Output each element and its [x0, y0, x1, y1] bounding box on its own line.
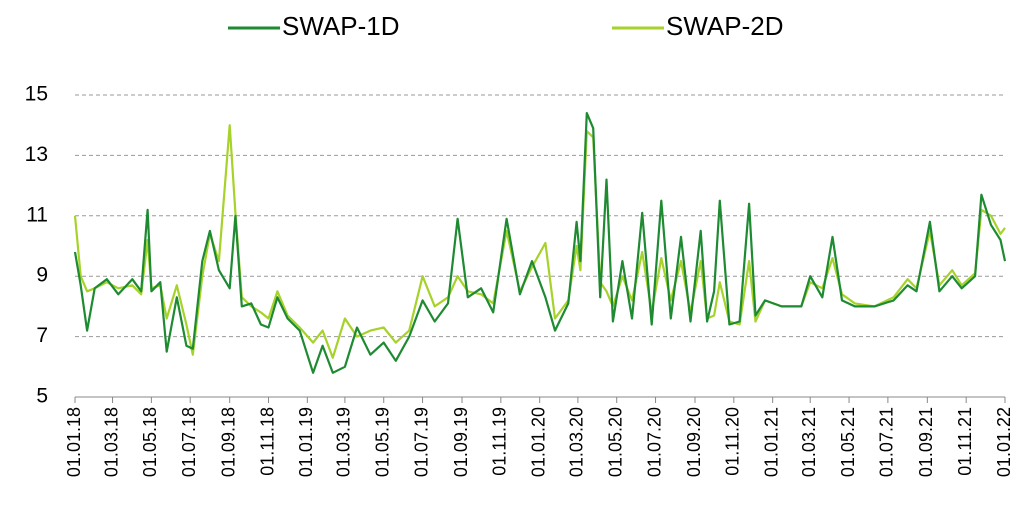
x-tick-label: 01.11.21 — [955, 407, 975, 476]
x-tick-label: 01.09.19 — [451, 407, 471, 477]
x-tick-label: 01.07.19 — [411, 407, 431, 477]
x-tick-label: 01.05.21 — [838, 407, 858, 477]
y-tick-label: 15 — [25, 83, 48, 106]
series-line — [73, 124, 1006, 359]
x-tick-label: 01.07.18 — [179, 407, 199, 477]
x-tick-label: 01.11.19 — [490, 407, 510, 476]
series-line — [73, 112, 1007, 374]
x-tick-label: 01.11.18 — [257, 407, 277, 476]
y-tick-label: 11 — [26, 203, 48, 226]
x-tick-label: 01.05.19 — [372, 407, 392, 477]
x-tick-label: 01.01.22 — [994, 407, 1014, 477]
x-tick-label: 01.07.20 — [644, 407, 664, 477]
x-tick-label: 01.05.18 — [140, 407, 160, 477]
x-tick-label: 01.01.21 — [761, 407, 781, 477]
legend-label: SWAP-2D — [666, 11, 784, 41]
y-tick-label: 13 — [25, 143, 48, 166]
x-tick-label: 01.03.20 — [567, 407, 587, 477]
y-tick-label: 7 — [36, 324, 48, 347]
x-tick-label: 01.09.20 — [684, 407, 704, 477]
x-tick-label: 01.05.20 — [605, 407, 625, 477]
x-tick-label: 01.01.20 — [528, 407, 548, 477]
y-tick-label: 9 — [36, 264, 48, 287]
x-tick-label: 01.07.21 — [877, 407, 897, 477]
x-tick-label: 01.11.20 — [723, 407, 743, 476]
x-tick-label: 01.09.18 — [218, 407, 238, 477]
x-tick-label: 01.01.19 — [296, 407, 316, 477]
x-tick-label: 01.03.21 — [799, 407, 819, 477]
x-tick-label: 01.03.19 — [334, 407, 354, 477]
x-tick-label: 01.01.18 — [64, 407, 84, 477]
x-tick-label: 01.03.18 — [101, 407, 121, 477]
x-tick-label: 01.09.21 — [916, 407, 936, 477]
legend-label: SWAP-1D — [282, 11, 400, 41]
y-tick-label: 5 — [36, 385, 48, 408]
